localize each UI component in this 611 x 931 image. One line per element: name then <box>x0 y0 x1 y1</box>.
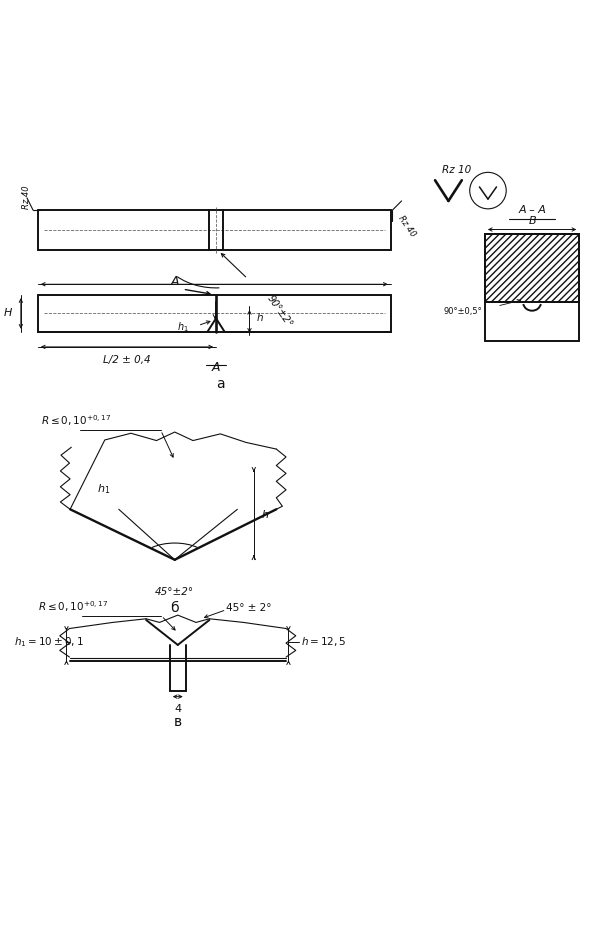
Text: $h$: $h$ <box>261 507 269 519</box>
Text: $R \leq 0,10^{+0,17}$: $R \leq 0,10^{+0,17}$ <box>38 600 108 614</box>
Text: $h_1=10 \pm 0,1$: $h_1=10 \pm 0,1$ <box>13 635 83 649</box>
Text: $h$: $h$ <box>255 311 263 323</box>
Text: $h_1$: $h_1$ <box>97 481 110 495</box>
Text: Rz 10: Rz 10 <box>442 166 472 175</box>
Text: 45°±2°: 45°±2° <box>155 587 194 597</box>
Text: H: H <box>4 308 12 318</box>
Text: $R \leq 0,10^{+0,17}$: $R \leq 0,10^{+0,17}$ <box>41 413 111 427</box>
Text: B: B <box>529 216 536 226</box>
Text: в: в <box>174 715 182 729</box>
Text: 90°±0,5°: 90°±0,5° <box>443 307 482 317</box>
Text: L/2 ± 0,4: L/2 ± 0,4 <box>103 355 151 365</box>
Bar <box>485 235 579 303</box>
Text: 90°±2°: 90°±2° <box>265 293 294 330</box>
Text: $h_1$: $h_1$ <box>177 320 189 333</box>
Text: 45° ± 2°: 45° ± 2° <box>227 603 272 614</box>
Text: Rz 40: Rz 40 <box>397 213 418 238</box>
Text: 4: 4 <box>174 704 181 714</box>
Text: б: б <box>170 601 179 615</box>
Text: Rz 40: Rz 40 <box>21 185 31 209</box>
Text: $h=12,5$: $h=12,5$ <box>301 635 346 648</box>
Text: A – A: A – A <box>518 205 546 215</box>
Text: A: A <box>170 275 179 288</box>
Text: A: A <box>212 361 221 374</box>
Text: а: а <box>216 377 225 391</box>
